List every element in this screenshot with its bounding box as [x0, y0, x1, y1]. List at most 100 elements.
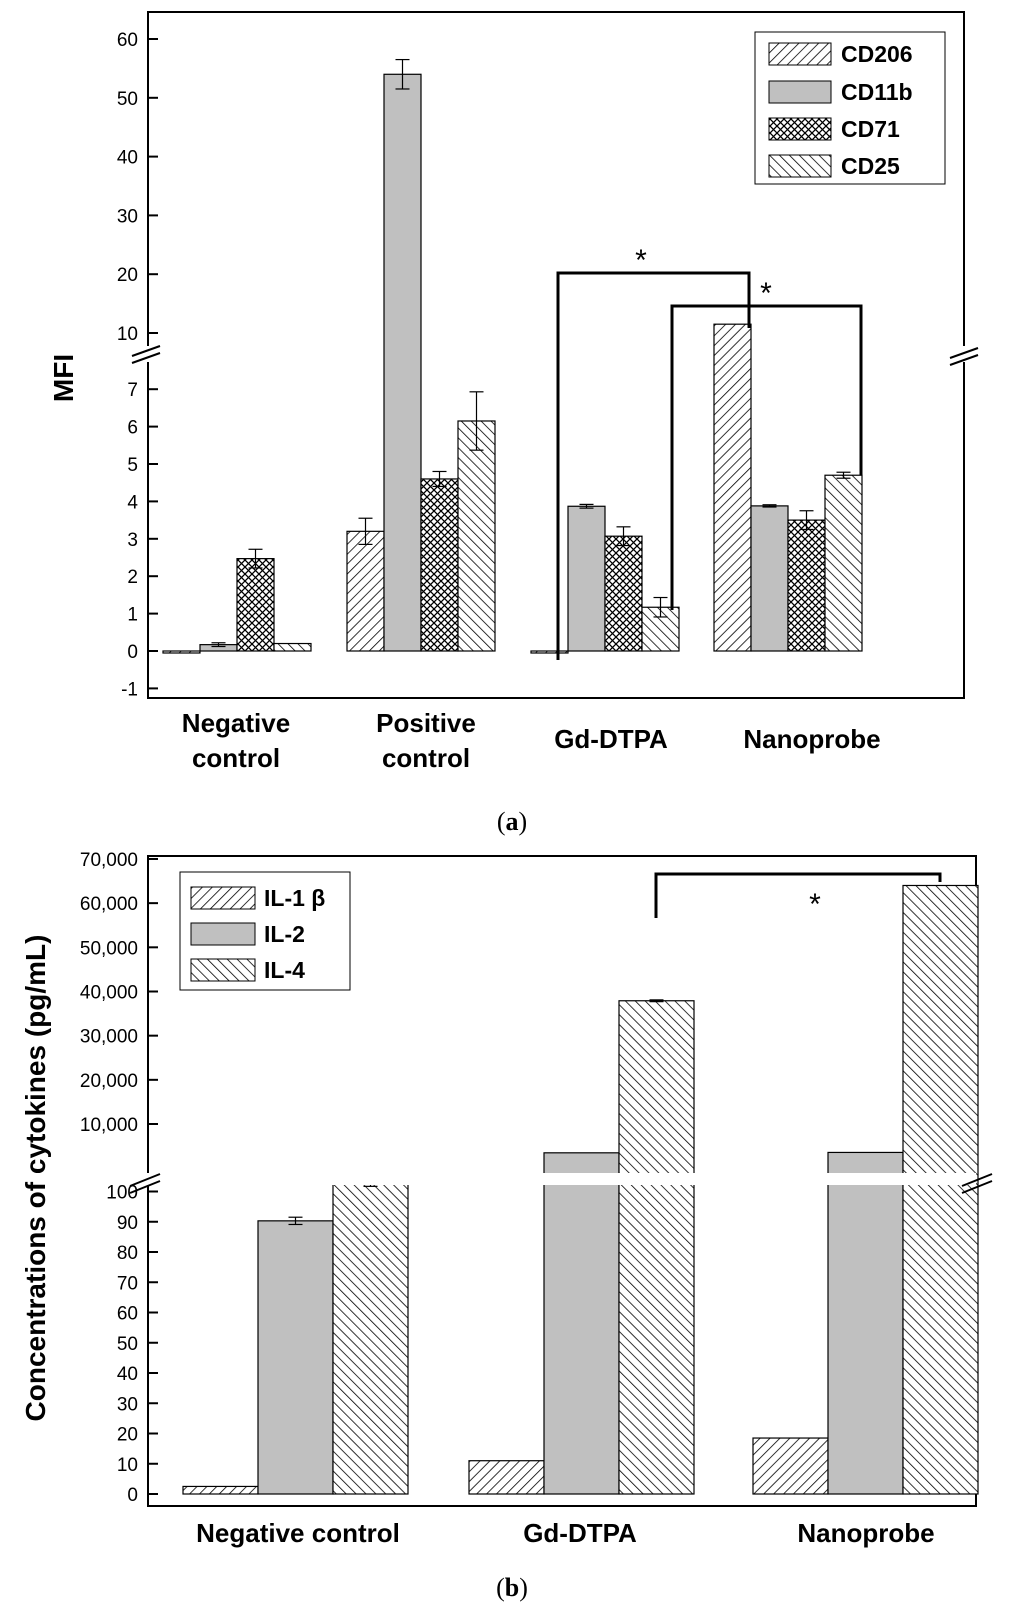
y-tick-label: 100 — [106, 1183, 138, 1204]
panel-b: 0 10 20 30 40 50 60 70 80 90 100 10,000 20,000 30,000… — [20, 850, 993, 1602]
bar-il-4 — [332, 1180, 409, 1495]
y-tick-label: 60,000 — [80, 894, 138, 915]
panel-b-break-gap — [136, 1173, 976, 1185]
bar-cd11b — [567, 505, 606, 652]
panel-a-right-break-mark — [949, 354, 979, 366]
legend-swatch-cd11b — [768, 80, 832, 104]
panel-a-caption: (a) — [497, 807, 527, 836]
significance-star: * — [760, 277, 772, 310]
bar-cd25 — [273, 642, 312, 652]
bar-cd71 — [787, 519, 826, 652]
y-tick-label: 10 — [117, 1455, 138, 1476]
bar-cd25 — [457, 420, 496, 652]
panel-a-category-label: Negative — [182, 708, 290, 738]
bar-il-2 — [257, 1220, 334, 1495]
y-tick-label: 60 — [117, 30, 138, 51]
y-tick-label: 10,000 — [80, 1115, 138, 1136]
legend-swatch-cd25 — [768, 154, 832, 178]
y-tick-label: 30 — [117, 1394, 138, 1415]
panel-b-y-axis: 0 10 20 30 40 50 60 70 80 90 100 10,000 20,000 30,000… — [80, 850, 158, 1506]
legend-label: IL-1 β — [264, 885, 325, 911]
panel-a-left-break-mark — [131, 345, 161, 357]
y-tick-label: 0 — [127, 1485, 138, 1506]
bar-cd206 — [346, 530, 385, 652]
bar-cd206 — [162, 650, 201, 654]
panel-b-y-axis-label: Concentrations of cytokines (pg/mL) — [20, 935, 51, 1422]
legend-swatch-il2 — [190, 922, 256, 946]
panel-a-caption-letter: a — [506, 807, 519, 836]
panel-a-category-label: control — [192, 743, 280, 773]
y-tick-label: 1 — [127, 605, 138, 626]
y-tick-label: 50 — [117, 1334, 138, 1355]
panel-a-y-axis-label: MFI — [48, 354, 79, 402]
panel-b-right-break-mark — [961, 1173, 993, 1187]
bar-cd206 — [530, 650, 569, 654]
legend-label: CD11b — [841, 79, 913, 105]
y-tick-label: 40 — [117, 148, 138, 169]
bar-cd71 — [604, 535, 643, 652]
y-tick-label: 90 — [117, 1213, 138, 1234]
significance-bracket — [556, 271, 751, 660]
panel-b-left-break-mark — [129, 1173, 161, 1187]
y-tick-label: 30 — [117, 206, 138, 227]
y-tick-label: 10 — [117, 324, 138, 345]
panel-a-bars — [162, 58, 863, 654]
bar-cd11b — [750, 505, 789, 652]
panel-a: -1 0 1 2 3 4 5 6 7 10 20 30 40 50 60 MFI Negative cont… — [48, 11, 979, 836]
y-tick-label: 70 — [117, 1273, 138, 1294]
significance-bracket — [670, 304, 863, 610]
y-tick-label: 50 — [117, 89, 138, 110]
significance-bracket — [654, 872, 942, 918]
legend-label: CD206 — [841, 41, 913, 67]
legend-label: IL-2 — [264, 921, 305, 947]
y-tick-label: 80 — [117, 1243, 138, 1264]
bar-il-4 — [618, 1000, 695, 1495]
bar-cd25 — [824, 474, 863, 652]
y-tick-label: 20 — [117, 1425, 138, 1446]
y-tick-label: 4 — [127, 492, 138, 513]
legend-label: CD71 — [841, 116, 900, 142]
bar-cd71 — [420, 478, 459, 652]
panel-b-category-label: Negative control — [196, 1518, 400, 1548]
legend-swatch-cd71 — [768, 117, 832, 141]
y-tick-label: 2 — [127, 567, 138, 588]
y-tick-label: 50,000 — [80, 938, 138, 959]
panel-a-legend: CD206 CD11b CD71 CD25 — [754, 31, 946, 185]
bar-il-1β — [752, 1437, 829, 1495]
bar-cd206 — [713, 323, 752, 652]
panel-b-caption-letter: b — [505, 1573, 519, 1602]
panel-a-category-label: Nanoprobe — [743, 724, 880, 754]
legend-label: IL-4 — [264, 957, 305, 983]
y-tick-label: 70,000 — [80, 850, 138, 871]
bar-il-1β — [468, 1460, 545, 1495]
panel-b-legend: IL-1 β IL-2 IL-4 — [179, 871, 351, 991]
bar-il-2 — [827, 1151, 904, 1495]
significance-star: * — [809, 888, 821, 921]
panel-b-right-break-mark — [961, 1180, 993, 1194]
y-tick-label: 20,000 — [80, 1071, 138, 1092]
y-tick-label: 20 — [117, 265, 138, 286]
legend-swatch-cd206 — [768, 42, 832, 66]
y-tick-label: 30,000 — [80, 1027, 138, 1048]
y-tick-label: -1 — [121, 679, 138, 700]
significance-star: * — [635, 244, 647, 277]
y-tick-label: 7 — [127, 380, 138, 401]
panel-b-category-label: Gd-DTPA — [523, 1518, 637, 1548]
bar-cd71 — [236, 558, 275, 652]
panel-a-category-label: control — [382, 743, 470, 773]
panel-a-category-label: Positive — [376, 708, 476, 738]
y-tick-label: 5 — [127, 455, 138, 476]
panel-a-right-break-mark — [949, 347, 979, 359]
legend-swatch-il4 — [190, 958, 256, 982]
y-tick-label: 40 — [117, 1364, 138, 1385]
legend-label: CD25 — [841, 153, 900, 179]
panel-a-y-axis: -1 0 1 2 3 4 5 6 7 10 20 30 40 50 60 — [117, 30, 158, 700]
y-tick-label: 6 — [127, 418, 138, 439]
y-tick-label: 0 — [127, 642, 138, 663]
panel-a-left-break-mark — [131, 352, 161, 364]
legend-swatch-il1b — [190, 886, 256, 910]
bar-cd11b — [383, 73, 422, 652]
panel-b-left-break-mark — [129, 1180, 161, 1194]
panel-a-left-break-gap — [136, 346, 160, 362]
